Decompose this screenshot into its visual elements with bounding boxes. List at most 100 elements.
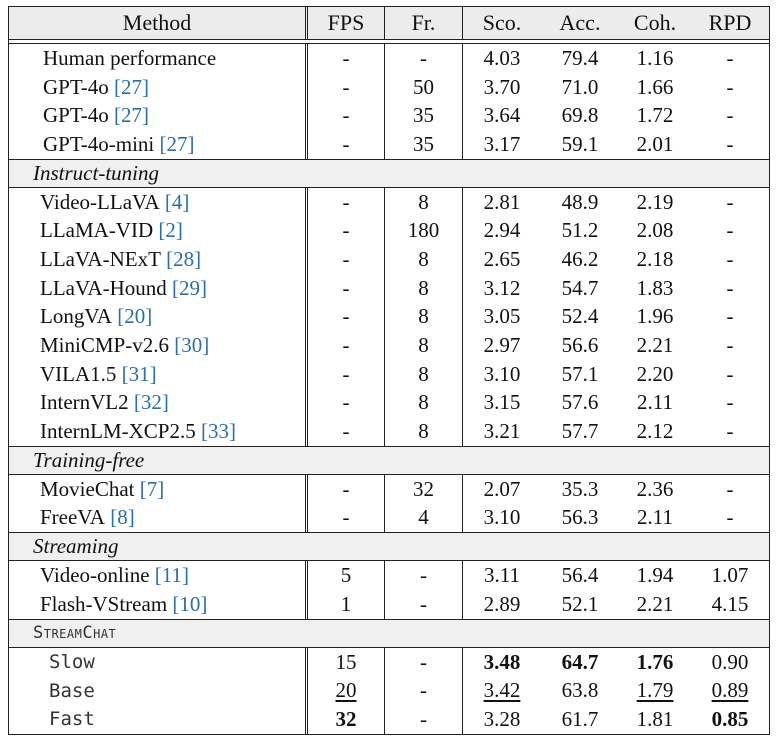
value-rpd: 1.07 (711, 563, 749, 588)
method-name: LLaVA-NExT (40, 246, 161, 271)
method-cell: InternLM-XCP2.5 [33] (8, 417, 308, 446)
cell-coh: 2.21 (619, 590, 691, 619)
citation-link[interactable]: [29] (172, 275, 208, 300)
citation-link[interactable]: [11] (154, 563, 190, 588)
cell-acc: 51.2 (541, 216, 619, 245)
citation-link[interactable]: [10] (172, 591, 208, 616)
cell-rpd: - (691, 216, 770, 246)
method-cell: LLaMA-VID [2] (8, 216, 308, 246)
cell-sco: 3.70 (463, 73, 541, 102)
cell-acc: 64.7 (541, 648, 619, 677)
value-fps: - (342, 275, 350, 300)
cell-acc: 46.2 (541, 245, 619, 274)
cell-acc: 54.7 (541, 274, 619, 303)
citation-link[interactable]: [27] (114, 74, 149, 99)
value-acc: 48.9 (561, 189, 599, 214)
cell-coh: 2.21 (619, 331, 691, 360)
cell-rpd: - (691, 359, 770, 389)
cell-acc: 61.7 (541, 705, 619, 734)
citation-link[interactable]: [27] (159, 131, 195, 156)
citation-link[interactable]: [27] (114, 103, 149, 128)
cell-sco: 2.94 (463, 216, 541, 245)
cell-acc: 57.7 (541, 417, 619, 446)
citation-link[interactable]: [28] (166, 246, 202, 271)
cell-coh: 1.81 (619, 705, 691, 734)
value-fr: 4 (418, 505, 429, 530)
citation-link[interactable]: [2] (158, 218, 183, 243)
value-fps: - (342, 361, 350, 386)
table-body: Human performance - -4.03 79.4 1.16- GPT-4o [… (8, 44, 770, 735)
cell-rpd: - (691, 72, 770, 102)
value-fr: 35 (413, 131, 434, 156)
cell-acc: 71.0 (541, 73, 619, 102)
value-acc: 57.7 (561, 419, 599, 444)
method-name: LLaMA-VID (40, 218, 154, 243)
value-coh: 1.66 (636, 74, 674, 99)
value-sco: 3.11 (484, 563, 520, 588)
citation-link[interactable]: [4] (164, 189, 190, 214)
citation-link[interactable]: [20] (117, 304, 153, 329)
citation-link[interactable]: [31] (121, 361, 157, 386)
cell-fr: - (385, 561, 463, 590)
method-name: MovieChat (40, 476, 135, 501)
value-acc: 69.8 (561, 103, 599, 128)
value-acc: 56.4 (561, 563, 599, 588)
cell-fps: 20 (308, 676, 385, 706)
value-acc: 51.2 (561, 218, 599, 243)
cell-fr: 180 (385, 216, 463, 246)
cell-acc: 52.1 (541, 590, 619, 619)
table-row: Video-LLaVA [4] - 8 2.81 48.9 2.19 - (8, 186, 770, 217)
cell-coh: 1.76 (619, 648, 691, 677)
cell-fps: 1 (308, 590, 385, 619)
cell-acc: 57.1 (541, 360, 619, 389)
value-coh: 2.36 (636, 476, 674, 501)
cell-sco: 3.42 (463, 676, 541, 705)
table-row: GPT-4o [27] - 50 3.70 71.0 1.66 - (8, 72, 770, 102)
citation-link[interactable]: [33] (201, 419, 236, 444)
value-rpd: - (726, 45, 734, 70)
citation-link[interactable]: [32] (133, 390, 169, 415)
cell-sco: 2.89 (463, 590, 541, 619)
table-row: VILA1.5 [31] - 8 3.10 57.1 2.20 - (8, 359, 770, 389)
value-acc: 56.3 (561, 505, 599, 530)
value-fr: 8 (418, 246, 429, 271)
method-name: Flash-VStream (40, 591, 168, 616)
method-name: Base (49, 679, 95, 702)
cell-fps: - (308, 245, 385, 274)
table-row: Video-online [11] 5 - 3.11 56.4 1.94 1.07 (8, 560, 770, 590)
value-coh: 1.94 (636, 563, 674, 588)
method-cell: LLaVA-Hound [29] (8, 273, 308, 303)
value-rpd: 0.90 (711, 649, 749, 674)
method-name: LLaVA-Hound (40, 275, 167, 300)
method-cell: GPT-4o [27] (8, 72, 308, 102)
section-heading: Streaming (8, 532, 770, 561)
method-cell: Video-online [11] (8, 561, 308, 590)
cell-rpd: - (691, 187, 770, 217)
method-cell: MovieChat [7] (8, 474, 308, 504)
value-rpd: - (726, 131, 734, 156)
method-cell: VILA1.5 [31] (8, 359, 308, 389)
cell-fps: - (308, 331, 385, 360)
value-fps: - (342, 189, 350, 214)
cell-sco: 3.28 (463, 705, 541, 734)
citation-link[interactable]: [8] (110, 505, 135, 530)
table-row: GPT-4o-mini [27] - 35 3.17 59.1 2.01 - (8, 130, 770, 159)
header-fps: FPS (308, 7, 385, 39)
citation-link[interactable]: [30] (174, 333, 210, 358)
cell-coh: 2.11 (619, 389, 691, 418)
cell-coh: 2.01 (619, 130, 691, 159)
header-method: Method (8, 7, 308, 39)
value-coh: 2.11 (637, 390, 673, 415)
value-sco: 3.21 (483, 419, 521, 444)
cell-sco: 2.65 (463, 245, 541, 274)
header-rule (8, 39, 770, 44)
table-row: FreeVA [8] - 4 3.10 56.3 2.11 - (8, 503, 770, 533)
value-fps: 1 (340, 591, 352, 616)
value-rpd: - (726, 304, 734, 329)
cell-coh: 2.36 (619, 475, 691, 504)
cell-acc: 57.6 (541, 389, 619, 418)
citation-link[interactable]: [7] (139, 476, 165, 501)
cell-acc: 59.1 (541, 130, 619, 159)
cell-rpd: - (691, 273, 770, 303)
table-row: MiniCMP-v2.6 [30] - 8 2.97 56.6 2.21 - (8, 331, 770, 360)
